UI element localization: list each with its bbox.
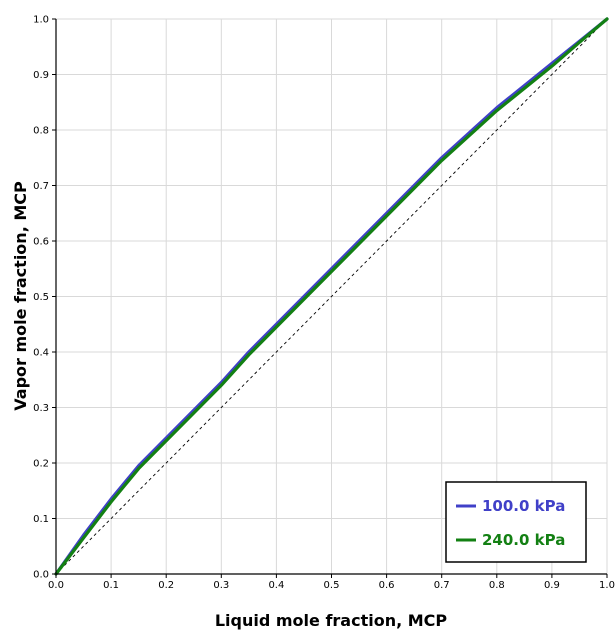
tick-labels: 0.0 0.1 0.2 0.3 0.4 0.5 0.6 0.7 0.8 0.9 1.0 0.0 0.1 0… bbox=[33, 15, 615, 592]
axes bbox=[52, 18, 608, 578]
diagonal-reference-line bbox=[55, 18, 608, 575]
y-tick-label: 0.3 bbox=[33, 403, 49, 414]
x-tick-label: 0.4 bbox=[268, 580, 284, 591]
x-axis-title: Liquid mole fraction, MCP bbox=[215, 611, 448, 630]
x-tick-label: 1.0 bbox=[599, 580, 615, 591]
y-tick-label: 0.9 bbox=[33, 70, 49, 81]
series-layer bbox=[54, 17, 609, 576]
y-tick-label: 0.5 bbox=[33, 292, 49, 303]
series-line-0 bbox=[54, 17, 609, 576]
legend-label-100kpa: 100.0 kPa bbox=[482, 497, 565, 515]
legend: 100.0 kPa 240.0 kPa bbox=[445, 481, 587, 563]
x-tick-label: 0.6 bbox=[379, 580, 395, 591]
y-tick-label: 0.4 bbox=[33, 348, 49, 359]
y-tick-label: 0.0 bbox=[33, 570, 49, 581]
x-tick-label: 0.0 bbox=[48, 580, 64, 591]
y-tick-label: 0.8 bbox=[33, 126, 49, 137]
series-line-1 bbox=[54, 17, 609, 576]
x-tick-label: 0.5 bbox=[324, 580, 340, 591]
y-tick-label: 0.1 bbox=[33, 514, 49, 525]
reference-line-layer bbox=[55, 18, 608, 575]
x-tick-label: 0.7 bbox=[434, 580, 450, 591]
legend-label-240kpa: 240.0 kPa bbox=[482, 531, 565, 549]
x-tick-label: 0.2 bbox=[158, 580, 174, 591]
y-tick-label: 0.6 bbox=[33, 237, 49, 248]
y-axis-title: Vapor mole fraction, MCP bbox=[11, 181, 30, 411]
y-tick-label: 0.2 bbox=[33, 459, 49, 470]
x-tick-label: 0.1 bbox=[103, 580, 119, 591]
x-tick-label: 0.9 bbox=[544, 580, 560, 591]
legend-box bbox=[445, 481, 587, 563]
y-tick-label: 0.7 bbox=[33, 181, 49, 192]
x-tick-label: 0.8 bbox=[489, 580, 505, 591]
y-tick-label: 1.0 bbox=[33, 15, 49, 26]
x-tick-label: 0.3 bbox=[213, 580, 229, 591]
